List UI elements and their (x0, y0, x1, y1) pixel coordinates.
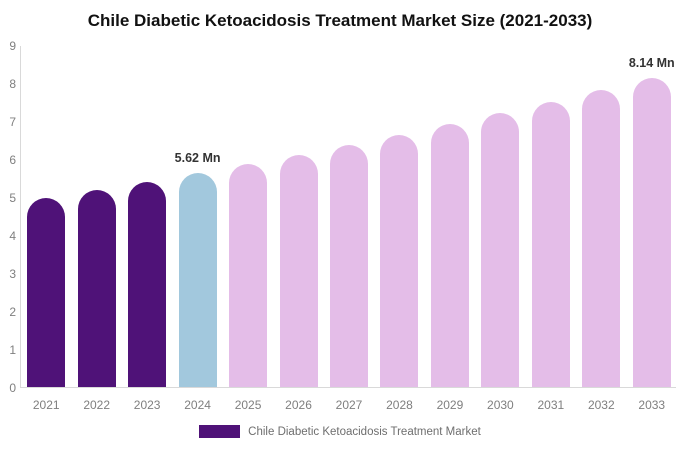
x-tick-label-2033: 2033 (638, 398, 666, 412)
x-tick-label-2029: 2029 (436, 398, 464, 412)
x-tick-label-2030: 2030 (487, 398, 514, 412)
y-tick-label-4: 4 (9, 229, 16, 243)
bar-2032 (582, 90, 621, 387)
x-tick-label-2031: 2031 (537, 398, 565, 412)
chart-title: Chile Diabetic Ketoacidosis Treatment Ma… (87, 11, 593, 30)
bar-2022 (77, 190, 116, 387)
bar-2029 (430, 124, 469, 387)
bar-2026 (279, 155, 318, 387)
bar-2025 (229, 164, 268, 387)
x-tick-label-2025: 2025 (234, 398, 262, 412)
y-tick-label-5: 5 (9, 191, 16, 205)
bar-2031 (531, 102, 570, 387)
y-tick-label-7: 7 (9, 115, 16, 129)
y-tick-label-8: 8 (9, 77, 16, 91)
x-tick-label-2026: 2026 (285, 398, 312, 412)
bar-2024 (178, 173, 217, 387)
data-label-2024: 5.62 Mn (174, 151, 221, 166)
y-tick-label-0: 0 (9, 381, 16, 395)
bar-2028 (380, 135, 419, 387)
bar-2030 (481, 113, 520, 387)
x-tick-label-2024: 2024 (184, 398, 211, 412)
bar-2027 (330, 145, 368, 387)
bar-2021 (27, 198, 66, 387)
x-tick-label-2028: 2028 (386, 398, 413, 412)
y-tick-label-3: 3 (9, 267, 16, 281)
x-tick-label-2027: 2027 (335, 398, 363, 412)
y-tick-label-6: 6 (9, 153, 16, 167)
plot-area: 0 1 2 3 4 5 6 7 8 9 2021 2022 2023 2024 2025 2026 2027 20… (9, 40, 676, 412)
x-tick-label-2021: 2021 (32, 398, 60, 412)
bar-2023 (128, 182, 167, 387)
data-label-2033: 8.14 Mn (628, 55, 675, 70)
bar-2033 (632, 77, 671, 387)
x-tick-label-2032: 2032 (587, 398, 615, 412)
legend-label: Chile Diabetic Ketoacidosis Treatment Ma… (248, 425, 481, 438)
y-tick-label-1: 1 (9, 343, 16, 357)
y-tick-label-2: 2 (9, 305, 16, 319)
x-tick-label-2022: 2022 (83, 398, 111, 412)
x-tick-label-2023: 2023 (133, 398, 161, 412)
y-tick-label-9: 9 (9, 39, 16, 53)
legend: Chile Diabetic Ketoacidosis Treatment Ma… (0, 425, 680, 438)
legend-swatch (199, 425, 241, 438)
